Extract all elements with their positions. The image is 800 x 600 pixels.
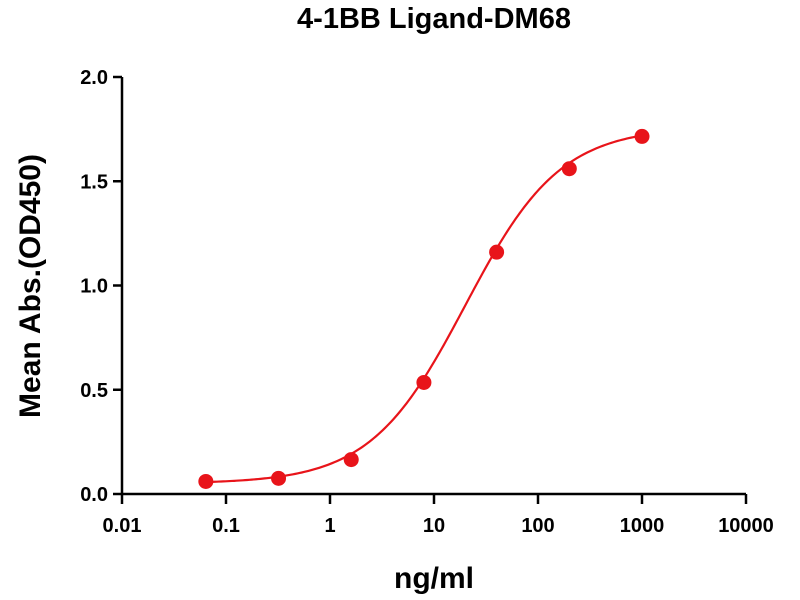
x-tick-label: 100 bbox=[521, 515, 554, 537]
x-tick-label: 10 bbox=[423, 515, 445, 537]
y-ticks: 0.0 0.5 1.0 1.5 2.0 bbox=[80, 67, 122, 506]
fit-curve bbox=[205, 134, 643, 484]
data-point bbox=[489, 244, 505, 260]
y-tick-label: 1.5 bbox=[80, 171, 108, 193]
data-point bbox=[271, 470, 287, 486]
axes bbox=[120, 77, 746, 496]
data-points bbox=[198, 128, 650, 489]
data-point bbox=[634, 128, 650, 144]
x-tick-label: 10000 bbox=[718, 515, 774, 537]
x-tick-label: 0.1 bbox=[212, 515, 240, 537]
data-point bbox=[561, 161, 577, 177]
y-tick-label: 0.0 bbox=[80, 484, 108, 506]
data-point bbox=[416, 374, 432, 390]
x-ticks: 0.01 0.1 1 10 100 1000 10000 bbox=[103, 494, 774, 537]
y-tick-label: 0.5 bbox=[80, 380, 108, 402]
chart-title: 4-1BB Ligand-DM68 bbox=[297, 3, 571, 35]
y-axis-label: Mean Abs.(OD450) bbox=[14, 154, 47, 418]
x-tick-label: 1 bbox=[324, 515, 335, 537]
data-point bbox=[343, 452, 359, 468]
x-tick-label: 0.01 bbox=[103, 515, 142, 537]
data-point bbox=[198, 473, 214, 489]
y-tick-label: 2.0 bbox=[80, 67, 108, 89]
x-tick-label: 1000 bbox=[620, 515, 665, 537]
x-axis-label: ng/ml bbox=[394, 562, 474, 595]
y-tick-label: 1.0 bbox=[80, 276, 108, 298]
